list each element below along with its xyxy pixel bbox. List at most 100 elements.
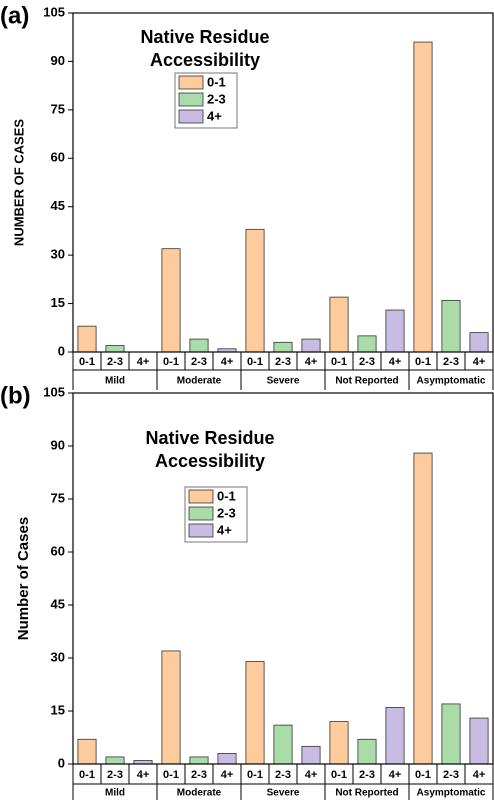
bar <box>357 335 377 353</box>
bar <box>441 703 461 765</box>
x-subtick-label: 2-3 <box>443 769 459 781</box>
x-subtick-label: 0-1 <box>79 769 95 781</box>
x-subtick-label: 0-1 <box>79 356 95 368</box>
x-tick-label: Moderate <box>177 376 222 387</box>
bar <box>273 341 293 353</box>
x-subtick-label: 0-1 <box>415 356 431 368</box>
y-tick-label: 30 <box>51 649 65 664</box>
y-axis-label: Number of Cases <box>15 517 32 640</box>
panel-label: (a) <box>0 2 29 29</box>
y-tick-label: 75 <box>51 101 65 116</box>
y-tick-label: 90 <box>51 437 65 452</box>
x-subtick-label: 0-1 <box>163 356 179 368</box>
x-subtick-label: 4+ <box>389 769 402 781</box>
x-subtick-label: 4+ <box>137 769 150 781</box>
x-subtick-label: 4+ <box>389 356 402 368</box>
x-subtick-label: 4+ <box>473 769 486 781</box>
x-tick-label: Mild <box>105 788 125 799</box>
bar <box>105 756 125 765</box>
bar <box>189 756 209 765</box>
y-tick-label: 0 <box>58 343 65 358</box>
bar <box>329 296 349 353</box>
bar <box>161 650 181 765</box>
x-subtick-label: 2-3 <box>107 769 123 781</box>
bar <box>245 228 265 353</box>
x-subtick-label: 2-3 <box>107 356 123 368</box>
x-subtick-label: 4+ <box>305 769 318 781</box>
bar <box>385 309 405 353</box>
bar <box>441 299 461 353</box>
bar <box>357 738 377 765</box>
bar <box>329 721 349 765</box>
x-tick-label: Not Reported <box>335 376 398 387</box>
x-tick-label: Severe <box>267 788 300 799</box>
bar <box>469 332 489 353</box>
x-subtick-label: 4+ <box>137 356 150 368</box>
bar <box>301 338 321 353</box>
y-tick-label: 60 <box>51 150 65 165</box>
x-subtick-label: 0-1 <box>331 769 347 781</box>
x-subtick-label: 2-3 <box>359 356 375 368</box>
legend-swatch <box>188 489 214 504</box>
x-tick-label: Not Reported <box>335 788 398 799</box>
legend-label: 0-1 <box>217 488 236 503</box>
x-subtick-label: 2-3 <box>191 769 207 781</box>
bar <box>217 753 237 765</box>
y-tick-label: 15 <box>51 295 65 310</box>
y-tick-label: 105 <box>43 384 65 399</box>
legend-label: 4+ <box>217 522 232 537</box>
plot-frame <box>72 392 494 765</box>
legend-label: 2-3 <box>207 91 226 106</box>
y-tick-label: 0 <box>58 755 65 770</box>
x-subtick-label: 4+ <box>305 356 318 368</box>
x-subtick-label: 0-1 <box>415 769 431 781</box>
chart-title: Native Residue <box>145 428 274 448</box>
y-tick-label: 75 <box>51 490 65 505</box>
x-subtick-label: 2-3 <box>359 769 375 781</box>
x-tick-label: Mild <box>105 376 125 387</box>
y-tick-label: 15 <box>51 702 65 717</box>
bar <box>245 661 265 765</box>
bar <box>413 452 433 765</box>
y-axis-label: NUMBER OF CASES <box>11 119 26 246</box>
x-tick-label: Severe <box>267 376 300 387</box>
y-tick-label: 45 <box>51 596 65 611</box>
y-tick-label: 105 <box>43 4 65 19</box>
x-subtick-label: 0-1 <box>247 356 263 368</box>
panel-label: (b) <box>0 382 31 409</box>
bar <box>469 717 489 765</box>
legend-swatch <box>178 92 204 107</box>
bar <box>385 707 405 765</box>
bar <box>77 325 97 353</box>
x-subtick-label: 4+ <box>221 769 234 781</box>
chart-title: Native Residue <box>140 27 269 47</box>
x-tick-label: Moderate <box>177 788 222 799</box>
x-subtick-label: 0-1 <box>163 769 179 781</box>
x-subtick-label: 2-3 <box>275 769 291 781</box>
x-subtick-label: 2-3 <box>443 356 459 368</box>
bar <box>161 248 181 353</box>
bar <box>77 738 97 765</box>
y-tick-label: 45 <box>51 198 65 213</box>
bar <box>189 338 209 353</box>
chart-title: Accessibility <box>155 451 265 471</box>
bar <box>301 745 321 765</box>
legend-swatch <box>178 109 204 124</box>
y-tick-label: 30 <box>51 247 65 262</box>
chart-title: Accessibility <box>150 50 260 70</box>
legend-swatch <box>188 523 214 538</box>
x-subtick-label: 0-1 <box>247 769 263 781</box>
y-tick-label: 60 <box>51 543 65 558</box>
x-tick-label: Asymptomatic <box>417 788 486 799</box>
bar <box>273 724 293 765</box>
x-tick-label: Asymptomatic <box>417 376 486 387</box>
legend-label: 2-3 <box>217 505 236 520</box>
legend-label: 4+ <box>207 108 222 123</box>
bar <box>105 345 125 353</box>
x-subtick-label: 0-1 <box>331 356 347 368</box>
legend-swatch <box>178 75 204 90</box>
legend-swatch <box>188 506 214 521</box>
x-subtick-label: 4+ <box>473 356 486 368</box>
y-tick-label: 90 <box>51 53 65 68</box>
